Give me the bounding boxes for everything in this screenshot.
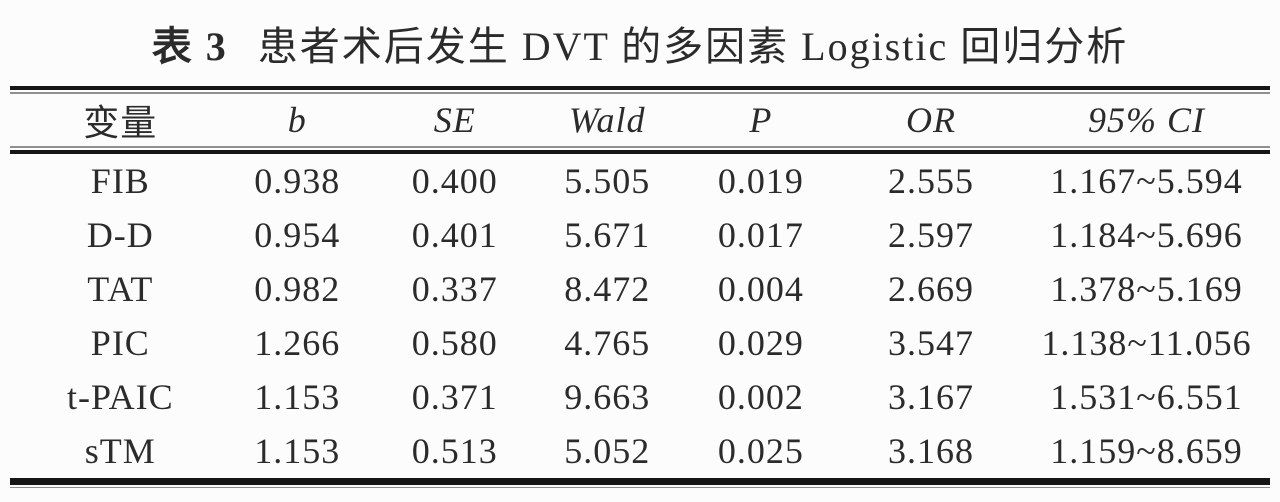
table-row: TAT 0.982 0.337 8.472 0.004 2.669 1.378~… [10, 262, 1270, 316]
cell-ci: 1.138~11.056 [1041, 323, 1252, 363]
cell-or: 2.669 [888, 269, 974, 309]
column-header-or: OR [906, 100, 956, 140]
table-row: PIC 1.266 0.580 4.765 0.029 3.547 1.138~… [10, 316, 1270, 370]
header-table: 变量 b SE Wald P OR 95% CI [10, 94, 1270, 146]
rule-line [10, 86, 1270, 90]
cell-se: 0.337 [411, 269, 498, 309]
cell-p: 0.025 [717, 431, 804, 471]
cell-ci: 1.167~5.594 [1050, 161, 1243, 201]
cell-or: 2.597 [888, 215, 974, 255]
cell-se: 0.513 [411, 431, 498, 471]
cell-variable: TAT [87, 269, 154, 309]
cell-b: 1.266 [254, 323, 341, 363]
table-bottom-rule [10, 478, 1270, 488]
column-header-se: SE [433, 100, 476, 140]
column-header-ci: 95% CI [1087, 100, 1205, 140]
table-caption: 表 3 患者术后发生 DVT 的多因素 Logistic 回归分析 [10, 0, 1270, 86]
rule-line [10, 150, 1270, 154]
cell-ci: 1.184~5.696 [1050, 215, 1243, 255]
cell-b: 1.153 [254, 431, 341, 471]
cell-variable: D-D [86, 215, 154, 255]
table-row: FIB 0.938 0.400 5.505 0.019 2.555 1.167~… [10, 154, 1270, 208]
rule-line [10, 487, 1270, 488]
cell-ci: 1.159~8.659 [1050, 431, 1243, 471]
cell-variable: sTM [84, 431, 156, 471]
cell-p: 0.019 [717, 161, 804, 201]
cell-ci: 1.378~5.169 [1050, 269, 1243, 309]
column-header-p: P [749, 100, 773, 140]
table-top-rule [10, 86, 1270, 94]
cell-variable: t-PAIC [66, 377, 174, 417]
cell-p: 0.004 [717, 269, 804, 309]
cell-wald: 5.505 [564, 161, 651, 201]
cell-se: 0.400 [411, 161, 498, 201]
cell-or: 2.555 [888, 161, 974, 201]
cell-variable: PIC [90, 323, 150, 363]
cell-ci: 1.531~6.551 [1050, 377, 1243, 417]
table-row: D-D 0.954 0.401 5.671 0.017 2.597 1.184~… [10, 208, 1270, 262]
cell-se: 0.580 [411, 323, 498, 363]
cell-or: 3.168 [888, 431, 974, 471]
cell-se: 0.371 [411, 377, 498, 417]
table-row: sTM 1.153 0.513 5.052 0.025 3.168 1.159~… [10, 424, 1270, 478]
header-row: 变量 b SE Wald P OR 95% CI [10, 94, 1270, 146]
cell-wald: 5.052 [564, 431, 651, 471]
cell-or: 3.167 [888, 377, 974, 417]
cell-p: 0.017 [717, 215, 804, 255]
cell-se: 0.401 [411, 215, 498, 255]
cell-b: 0.938 [254, 161, 341, 201]
column-header-variable: 变量 [83, 103, 158, 143]
table-caption-line: 表 3 患者术后发生 DVT 的多因素 Logistic 回归分析 [152, 14, 1129, 72]
rule-line [10, 146, 1270, 148]
cell-or: 3.547 [888, 323, 974, 363]
cell-wald: 9.663 [564, 377, 651, 417]
cell-p: 0.002 [717, 377, 804, 417]
rule-line [10, 478, 1270, 485]
table-title-text: 患者术后发生 DVT 的多因素 Logistic 回归分析 [257, 24, 1129, 69]
body-table: FIB 0.938 0.400 5.505 0.019 2.555 1.167~… [10, 154, 1270, 478]
cell-b: 1.153 [254, 377, 341, 417]
rule-line [10, 92, 1270, 94]
cell-wald: 8.472 [564, 269, 651, 309]
cell-wald: 4.765 [564, 323, 651, 363]
table-row: t-PAIC 1.153 0.371 9.663 0.002 3.167 1.5… [10, 370, 1270, 424]
column-header-b: b [287, 100, 307, 140]
cell-b: 0.954 [254, 215, 341, 255]
cell-b: 0.982 [254, 269, 341, 309]
table-header-rule [10, 146, 1270, 154]
cell-wald: 5.671 [564, 215, 651, 255]
cell-variable: FIB [90, 161, 150, 201]
table-number: 表 3 [151, 24, 228, 69]
cell-p: 0.029 [717, 323, 804, 363]
paper-table-figure: 表 3 患者术后发生 DVT 的多因素 Logistic 回归分析 变量 b SE… [10, 0, 1270, 488]
column-header-wald: Wald [568, 100, 646, 140]
